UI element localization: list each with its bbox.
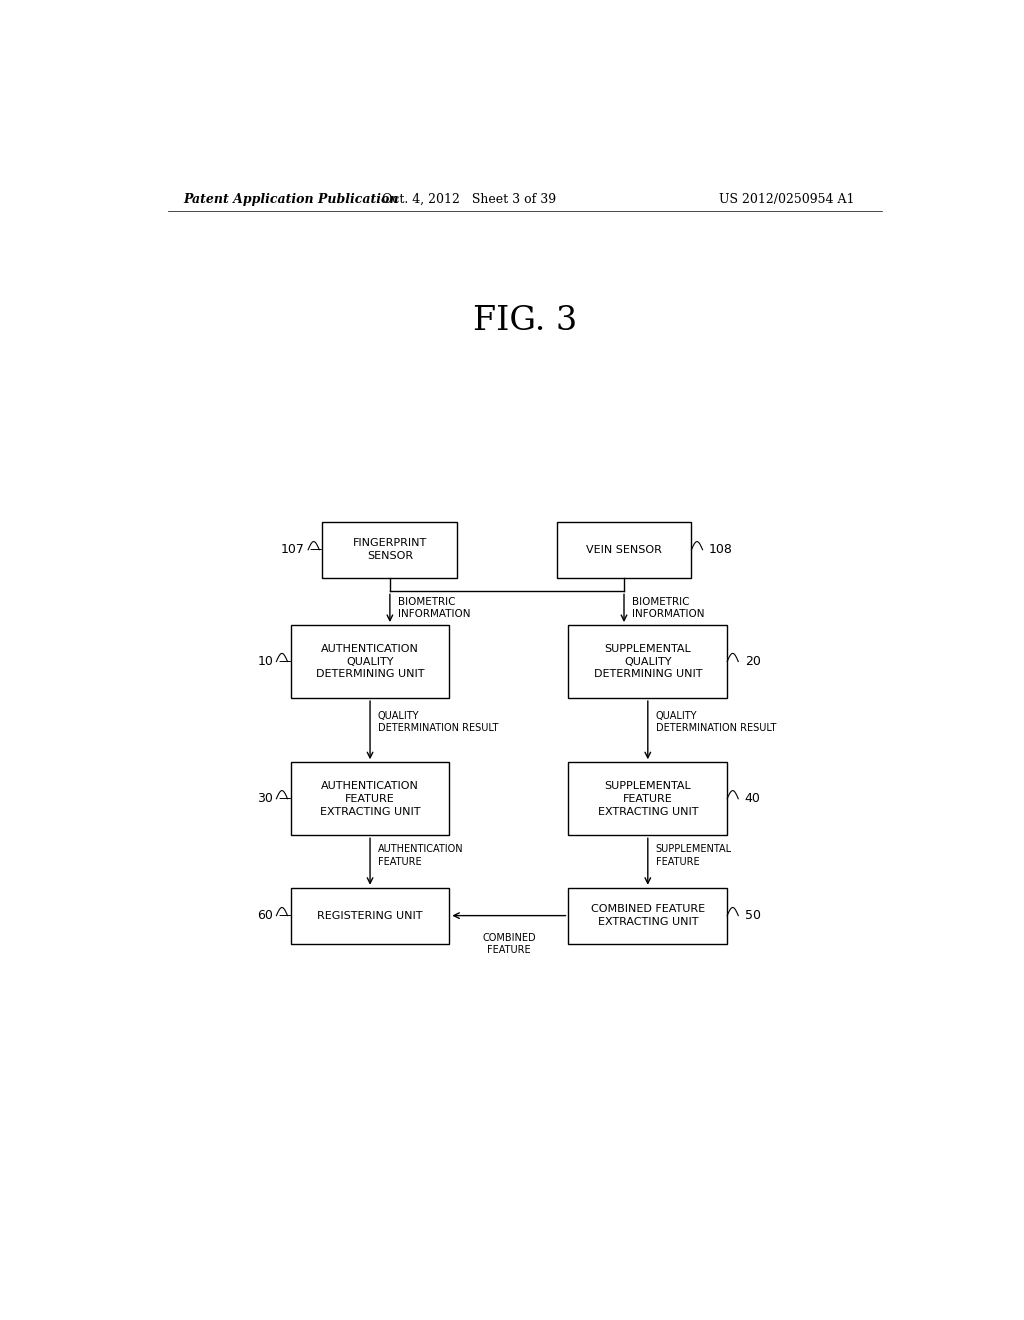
Text: AUTHENTICATION
QUALITY
DETERMINING UNIT: AUTHENTICATION QUALITY DETERMINING UNIT xyxy=(315,644,424,680)
Text: 20: 20 xyxy=(744,655,761,668)
Text: 60: 60 xyxy=(257,909,273,923)
Text: SUPPLEMENTAL
QUALITY
DETERMINING UNIT: SUPPLEMENTAL QUALITY DETERMINING UNIT xyxy=(594,644,702,680)
Bar xyxy=(291,887,450,944)
Text: —: — xyxy=(279,909,291,923)
Text: 40: 40 xyxy=(744,792,761,805)
Bar xyxy=(568,887,727,944)
Bar xyxy=(568,762,727,836)
Text: —: — xyxy=(279,655,291,668)
Bar xyxy=(291,624,450,698)
Text: COMBINED FEATURE
EXTRACTING UNIT: COMBINED FEATURE EXTRACTING UNIT xyxy=(591,904,705,927)
Text: QUALITY
DETERMINATION RESULT: QUALITY DETERMINATION RESULT xyxy=(378,710,499,733)
Text: —: — xyxy=(279,792,291,805)
Text: Oct. 4, 2012   Sheet 3 of 39: Oct. 4, 2012 Sheet 3 of 39 xyxy=(382,193,556,206)
Text: SUPPLEMENTAL
FEATURE
EXTRACTING UNIT: SUPPLEMENTAL FEATURE EXTRACTING UNIT xyxy=(598,781,698,817)
Text: FIG. 3: FIG. 3 xyxy=(473,305,577,337)
Bar xyxy=(557,521,691,578)
Text: SUPPLEMENTAL
FEATURE: SUPPLEMENTAL FEATURE xyxy=(655,845,732,867)
Text: 108: 108 xyxy=(709,544,733,556)
Text: 50: 50 xyxy=(744,909,761,923)
Text: REGISTERING UNIT: REGISTERING UNIT xyxy=(317,911,423,920)
Bar xyxy=(568,624,727,698)
Text: US 2012/0250954 A1: US 2012/0250954 A1 xyxy=(719,193,854,206)
Text: AUTHENTICATION
FEATURE
EXTRACTING UNIT: AUTHENTICATION FEATURE EXTRACTING UNIT xyxy=(319,781,420,817)
Bar xyxy=(291,762,450,836)
Bar xyxy=(323,521,458,578)
Text: Patent Application Publication: Patent Application Publication xyxy=(183,193,399,206)
Text: BIOMETRIC
INFORMATION: BIOMETRIC INFORMATION xyxy=(632,597,705,619)
Text: —: — xyxy=(310,544,323,556)
Text: 10: 10 xyxy=(257,655,273,668)
Text: AUTHENTICATION
FEATURE: AUTHENTICATION FEATURE xyxy=(378,845,464,867)
Text: QUALITY
DETERMINATION RESULT: QUALITY DETERMINATION RESULT xyxy=(655,710,776,733)
Text: FINGERPRINT
SENSOR: FINGERPRINT SENSOR xyxy=(352,539,427,561)
Text: BIOMETRIC
INFORMATION: BIOMETRIC INFORMATION xyxy=(397,597,470,619)
Text: 107: 107 xyxy=(282,544,305,556)
Text: COMBINED
FEATURE: COMBINED FEATURE xyxy=(482,933,536,956)
Text: VEIN SENSOR: VEIN SENSOR xyxy=(586,545,662,554)
Text: 30: 30 xyxy=(257,792,273,805)
